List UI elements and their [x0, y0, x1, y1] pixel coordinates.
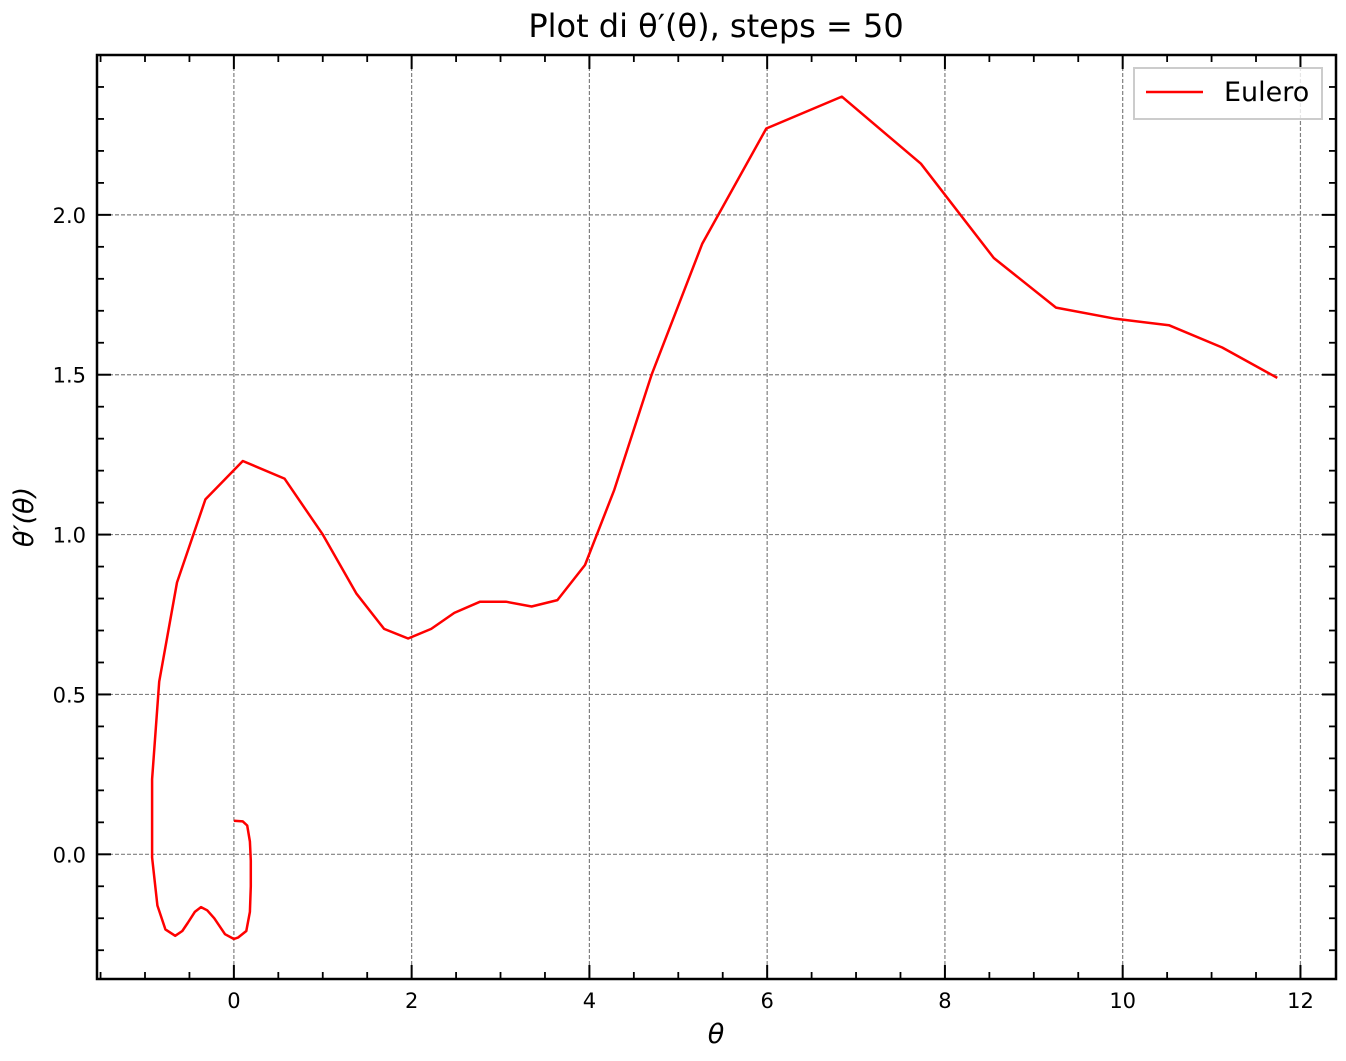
ticks: [97, 55, 1336, 979]
x-tick-label: 12: [1287, 989, 1314, 1013]
grid: [97, 55, 1336, 979]
x-tick-label: 6: [760, 989, 773, 1013]
x-tick-label: 0: [227, 989, 240, 1013]
x-tick-label: 10: [1109, 989, 1136, 1013]
y-axis-label: θ′(θ): [9, 487, 40, 547]
y-tick-label: 1.0: [53, 524, 86, 548]
legend-box: [1133, 67, 1323, 120]
y-tick-label: 2.0: [53, 204, 86, 228]
x-tick-label: 8: [938, 989, 951, 1013]
y-tick-label: 0.5: [53, 683, 86, 707]
plot-frame: [95, 53, 1338, 981]
y-tick-label: 0.0: [53, 843, 86, 867]
legend-label-eulero: Eulero: [1224, 77, 1309, 108]
tick-labels: 0 2 4 6 8 10 12 0.0 0.5 1.0 1.5 2.0: [53, 204, 1314, 1013]
series-layer: [150, 95, 1278, 941]
legend: Eulero: [1133, 67, 1323, 120]
y-tick-label: 1.5: [53, 364, 86, 388]
x-tick-label: 2: [405, 989, 418, 1013]
x-axis-label: θ: [708, 1019, 725, 1050]
series-line-eulero: [150, 95, 1278, 941]
chart-title: Plot di θ′(θ), steps = 50: [528, 7, 903, 45]
x-tick-label: 4: [583, 989, 596, 1013]
